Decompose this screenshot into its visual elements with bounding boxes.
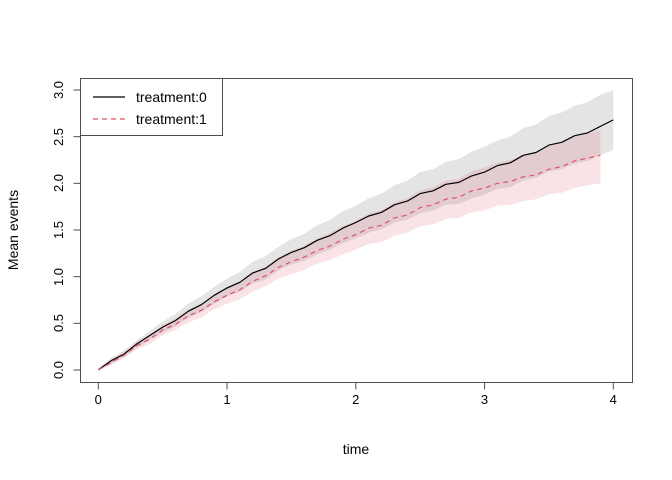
y-tick-label: 0.5 [51,314,66,333]
x-tick-label: 3 [480,392,489,407]
x-tick-label: 1 [223,392,231,407]
legend-label-treatment-1: treatment:1 [136,111,207,127]
x-tick-label: 4 [609,392,617,407]
legend-box [80,78,223,136]
y-tick-label: 0.0 [51,360,66,380]
y-tick-label: 1.5 [51,220,66,240]
series-line-treatment-0 [97,119,614,371]
y-tick-label: 3.0 [51,80,66,100]
legend-label-treatment-0: treatment:0 [136,89,207,105]
x-axis-title: time [342,441,370,457]
y-axis-title: Mean events [5,189,21,271]
confidence-band-treatment-1 [98,130,601,370]
y-tick-label: 2.5 [51,127,66,146]
x-tick-label: 0 [94,392,102,407]
y-tick-label: 1.0 [51,267,66,286]
y-tick-label: 2.0 [51,174,66,193]
x-tick-label: 2 [352,392,360,407]
confidence-band-treatment-0 [98,90,614,370]
